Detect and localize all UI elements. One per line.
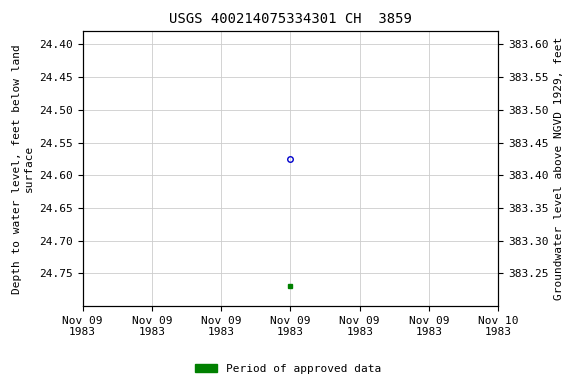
Title: USGS 400214075334301 CH  3859: USGS 400214075334301 CH 3859 [169,12,412,26]
Legend: Period of approved data: Period of approved data [191,359,385,379]
Y-axis label: Groundwater level above NGVD 1929, feet: Groundwater level above NGVD 1929, feet [554,37,564,300]
Y-axis label: Depth to water level, feet below land
surface: Depth to water level, feet below land su… [12,44,33,294]
